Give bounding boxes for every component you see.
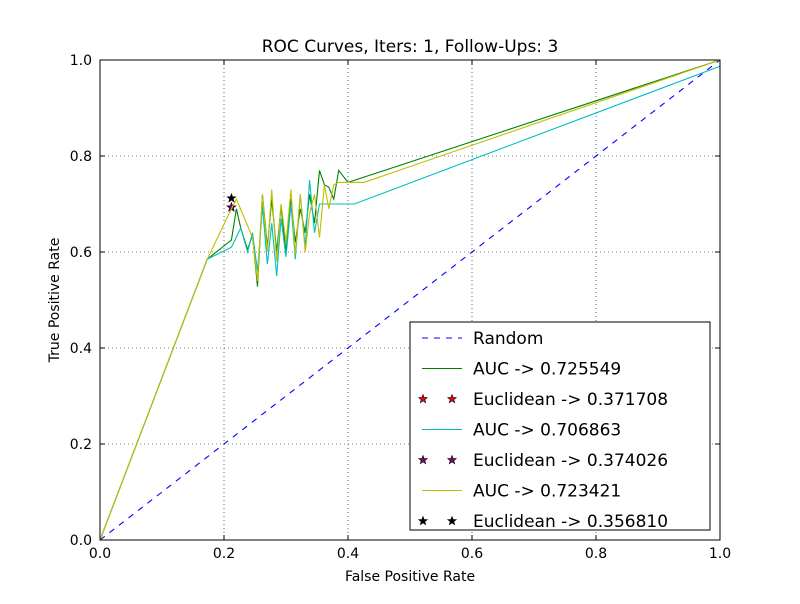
series-marker-6 <box>226 192 237 203</box>
legend-label-2: Euclidean -> 0.371708 <box>473 390 668 410</box>
legend-swatch-6 <box>446 515 458 526</box>
legend-swatch-4 <box>446 454 458 465</box>
plot-frame <box>99 59 721 541</box>
legend: Random AUC -> 0.725549 Euclidean -> 0.3717… <box>409 321 711 532</box>
y-tick-label: 0.6 <box>70 245 92 261</box>
x-axis-label: False Positive Rate <box>345 569 475 585</box>
legend-swatch-2 <box>446 393 458 404</box>
x-tick-label: 0.0 <box>89 546 111 562</box>
legend-swatch-2 <box>417 393 429 404</box>
legend-label-1: AUC -> 0.725549 <box>473 360 621 380</box>
legend-label-6: Euclidean -> 0.356810 <box>473 512 668 532</box>
y-axis-label: True Positive Rate <box>47 238 63 364</box>
x-tick-label: 0.8 <box>585 546 607 562</box>
legend-swatch-4 <box>417 454 429 465</box>
y-tick-label: 1.0 <box>70 53 92 69</box>
chart-title: ROC Curves, Iters: 1, Follow-Ups: 3 <box>262 37 559 57</box>
legend-label-5: AUC -> 0.723421 <box>473 482 621 502</box>
x-tick-label: 0.4 <box>337 546 359 562</box>
legend-swatch-6 <box>417 515 429 526</box>
legend-label-4: Euclidean -> 0.374026 <box>473 451 668 471</box>
x-tick-label: 0.2 <box>213 546 235 562</box>
series-line-3 <box>99 65 721 541</box>
y-tick-label: 0.0 <box>70 533 92 549</box>
x-tick-label: 1.0 <box>709 546 731 562</box>
y-tick-label: 0.4 <box>70 341 92 357</box>
series-line-0 <box>99 59 721 541</box>
ticks: 0.0 0.2 0.4 0.6 0.8 1.0 0.0 0.2 0.4 0.6 0.8 1.0 <box>70 53 731 562</box>
legend-box <box>409 321 711 531</box>
series-layer <box>99 59 721 541</box>
x-tick-label: 0.6 <box>461 546 483 562</box>
legend-label-0: Random <box>473 329 543 349</box>
y-tick-label: 0.2 <box>70 437 92 453</box>
y-tick-label: 0.8 <box>70 149 92 165</box>
series-line-5 <box>99 59 721 541</box>
legend-label-3: AUC -> 0.706863 <box>473 421 621 441</box>
